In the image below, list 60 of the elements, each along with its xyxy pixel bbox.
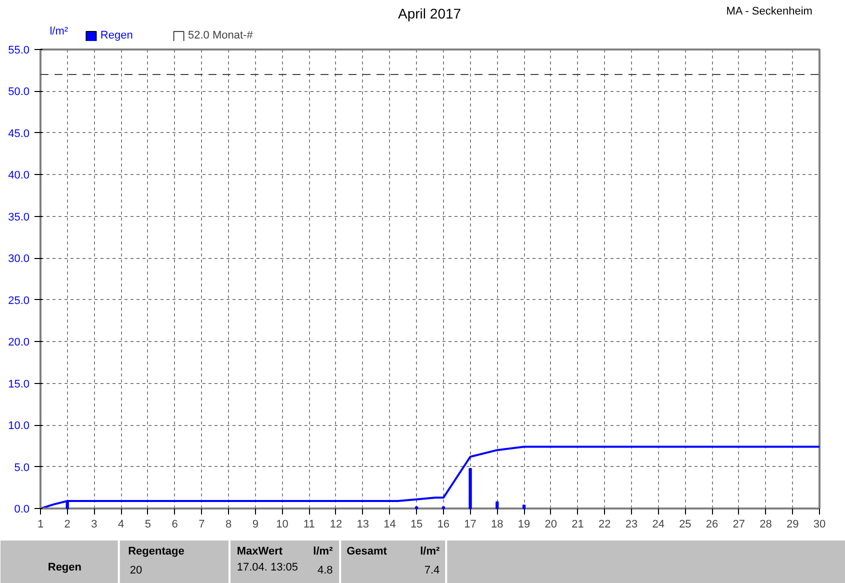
y-tick-label: 5.0: [14, 462, 30, 474]
x-tick-label: 28: [760, 518, 772, 530]
text: 17.04. 13:05: [236, 562, 298, 574]
x-tick-label: 22: [598, 518, 611, 530]
text: l/m²: [420, 546, 440, 558]
y-tick-label: 45.0: [8, 128, 30, 140]
x-tick-label: 19: [518, 518, 530, 530]
x-tick-label: 6: [172, 518, 178, 530]
x-tick-label: 27: [732, 518, 746, 530]
y-axis-title: l/m²: [50, 26, 68, 38]
x-tick-label: 8: [225, 518, 232, 530]
x-tick-label: 14: [384, 518, 396, 530]
legend-label: 52.0 Monat-#: [188, 30, 254, 42]
y-tick-label: 15.0: [8, 378, 30, 390]
y-tick-label: 30.0: [8, 253, 30, 266]
x-tick-label: 26: [706, 518, 718, 530]
y-tick-label: 25.0: [8, 294, 30, 307]
bar: [522, 504, 526, 509]
text: l/m²: [313, 546, 334, 558]
chart-title: April 2017: [398, 6, 462, 22]
text: Regentage: [128, 546, 184, 558]
x-tick-label: 30: [813, 518, 826, 530]
x-tick-label: 21: [572, 518, 584, 530]
x-tick-label: 24: [652, 518, 664, 530]
x-tick-label: 15: [410, 518, 423, 530]
x-tick-label: 12: [330, 518, 342, 530]
bar: [468, 468, 472, 509]
y-tick-label: 10.0: [8, 420, 30, 432]
y-tick-label: 35.0: [8, 211, 30, 224]
x-tick-label: 3: [91, 518, 98, 530]
text: Regen: [48, 562, 82, 574]
text: MA - Seckenheim: [726, 6, 812, 18]
text: 4.8: [317, 564, 333, 576]
y-tick-label: 55.0: [8, 44, 30, 56]
x-tick-label: 10: [276, 518, 288, 530]
x-tick-label: 5: [144, 518, 152, 530]
x-tick-label: 17: [464, 518, 476, 530]
text: 7.4: [424, 564, 440, 576]
x-tick-label: 20: [544, 518, 558, 530]
x-tick-label: 16: [437, 518, 450, 530]
x-tick-label: 2: [64, 518, 70, 530]
x-tick-label: 13: [356, 518, 369, 530]
x-tick-label: 23: [625, 518, 638, 530]
y-tick-label: 0.0: [14, 504, 30, 516]
x-tick-label: 7: [198, 518, 205, 530]
x-tick-label: 1: [37, 518, 44, 530]
x-tick-label: 11: [303, 518, 315, 530]
x-tick-label: 29: [786, 518, 799, 530]
x-tick-label: 25: [679, 518, 692, 530]
y-tick-label: 40.0: [8, 170, 30, 182]
text: MaxWert: [236, 546, 283, 558]
y-tick-label: 20.0: [8, 336, 30, 349]
text: 20: [130, 564, 142, 576]
y-tick-label: 50.0: [8, 86, 30, 98]
text: Gesamt: [346, 546, 388, 558]
x-tick-label: 18: [491, 518, 504, 530]
legend-label: Regen: [100, 30, 133, 42]
bar: [496, 501, 499, 509]
x-tick-label: 9: [252, 518, 258, 530]
x-tick-label: 4: [118, 518, 124, 530]
